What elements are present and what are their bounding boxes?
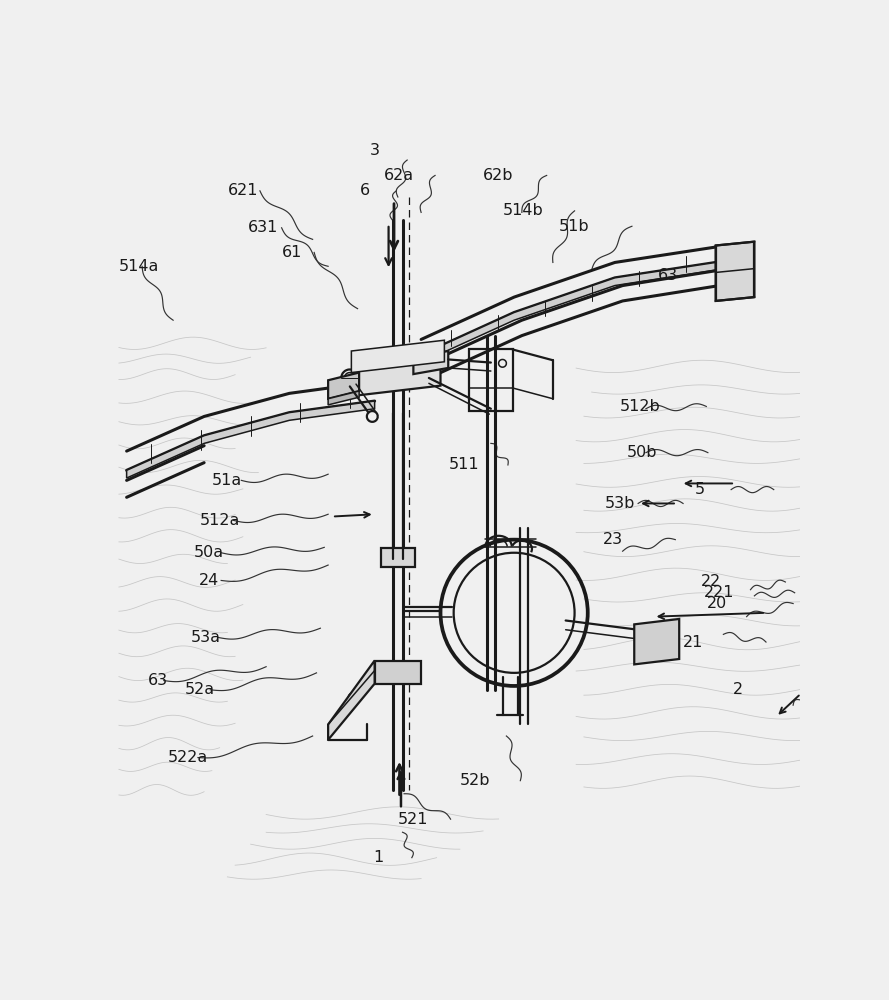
Text: 511: 511 [449, 457, 479, 472]
Polygon shape [126, 401, 374, 478]
Text: 522a: 522a [168, 750, 208, 765]
Text: 631: 631 [247, 220, 278, 235]
Polygon shape [356, 355, 441, 396]
Text: 50b: 50b [627, 445, 657, 460]
Text: 23: 23 [603, 532, 623, 547]
Text: 514b: 514b [503, 203, 543, 218]
Text: 621: 621 [228, 183, 259, 198]
Text: 20: 20 [708, 596, 727, 611]
Text: 63: 63 [148, 673, 168, 688]
Text: 51a: 51a [212, 473, 242, 488]
Text: 62a: 62a [384, 168, 414, 183]
Text: 24: 24 [199, 573, 219, 588]
Polygon shape [421, 262, 716, 363]
Text: 512a: 512a [200, 513, 240, 528]
Polygon shape [716, 242, 755, 301]
Text: 62b: 62b [483, 168, 514, 183]
Text: 52a: 52a [184, 682, 214, 697]
Polygon shape [374, 661, 421, 684]
Text: 2: 2 [733, 682, 743, 697]
Polygon shape [351, 340, 444, 373]
Text: 5: 5 [695, 482, 705, 497]
Polygon shape [413, 351, 448, 374]
Text: 514a: 514a [118, 259, 159, 274]
Text: 51b: 51b [559, 219, 589, 234]
Text: 61: 61 [282, 245, 302, 260]
Text: 221: 221 [703, 585, 734, 600]
Text: 1: 1 [373, 850, 383, 865]
Text: 53a: 53a [191, 630, 221, 645]
Polygon shape [380, 548, 415, 567]
Text: 53b: 53b [605, 496, 635, 511]
Text: 521: 521 [397, 812, 428, 827]
Text: 3: 3 [369, 143, 380, 158]
Polygon shape [634, 619, 679, 664]
Polygon shape [328, 373, 359, 399]
Text: 63: 63 [658, 268, 678, 283]
Text: 6: 6 [360, 183, 370, 198]
Text: 21: 21 [683, 635, 703, 650]
Text: 22: 22 [701, 574, 721, 589]
Polygon shape [328, 391, 359, 405]
Text: 512b: 512b [620, 399, 661, 414]
Text: 50a: 50a [194, 545, 224, 560]
Text: 52b: 52b [460, 773, 490, 788]
Polygon shape [328, 661, 374, 740]
